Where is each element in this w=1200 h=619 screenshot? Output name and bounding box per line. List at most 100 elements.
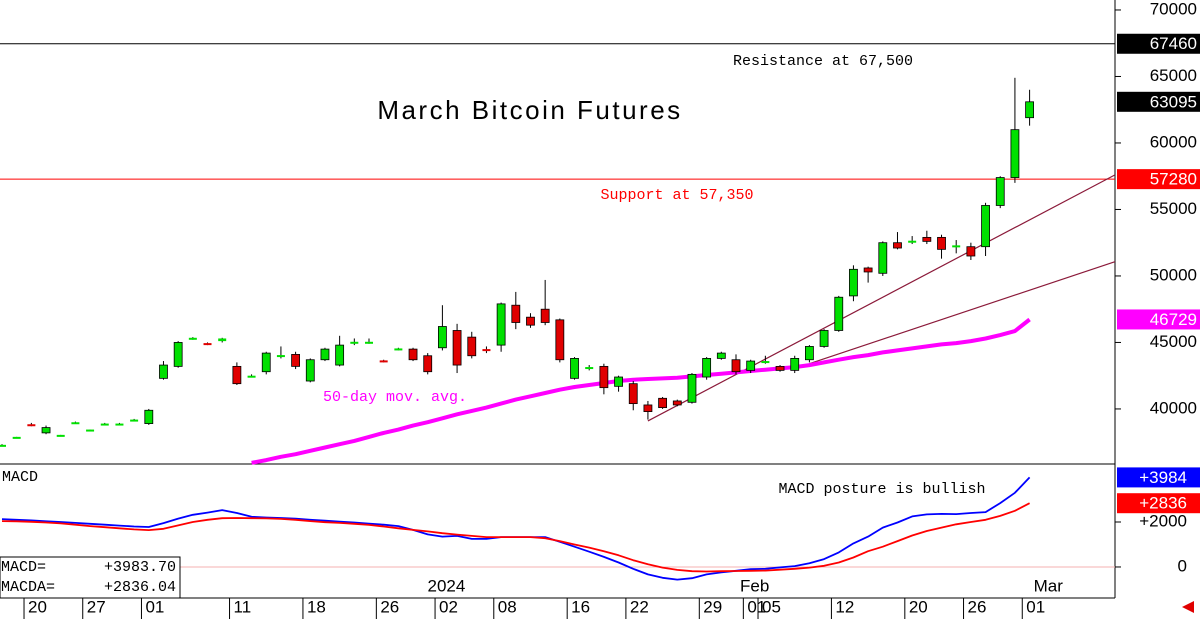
candle-body bbox=[12, 436, 21, 439]
y-tick-label: 60000 bbox=[1150, 132, 1197, 151]
candle-body bbox=[570, 358, 579, 379]
candle-body bbox=[423, 355, 433, 373]
macd-line bbox=[1, 502, 1031, 573]
ma-label: 50-day mov. avg. bbox=[323, 389, 467, 406]
candle-body bbox=[908, 240, 917, 243]
candle-body bbox=[482, 349, 491, 352]
candle-body bbox=[775, 365, 785, 371]
candle-body bbox=[863, 267, 873, 273]
x-tick-label: 01 bbox=[145, 597, 164, 616]
macd-box-label: +3984 bbox=[1139, 468, 1187, 487]
candle-body bbox=[379, 360, 388, 363]
legend-box bbox=[0, 556, 181, 599]
candle-body bbox=[71, 422, 80, 425]
candle-body bbox=[41, 427, 51, 434]
y-tick-label: 50000 bbox=[1150, 265, 1197, 284]
price-box-label: 63095 bbox=[1150, 92, 1197, 111]
candle-body bbox=[291, 354, 301, 367]
price-box-label: 46729 bbox=[1150, 310, 1197, 329]
price-box bbox=[1117, 33, 1200, 54]
candle-body bbox=[995, 177, 1005, 206]
candle-body bbox=[232, 365, 242, 385]
x-tick-label: 12 bbox=[835, 597, 854, 616]
x-tick-label: 01 bbox=[1026, 597, 1045, 616]
candle-body bbox=[130, 419, 139, 422]
candle-body bbox=[819, 330, 829, 347]
candle-body bbox=[805, 346, 814, 361]
candle-body bbox=[511, 304, 521, 323]
candle-body bbox=[56, 434, 65, 437]
y-tick-label: 65000 bbox=[1150, 66, 1197, 85]
x-tick-label: 22 bbox=[630, 597, 649, 616]
candle-body bbox=[937, 236, 946, 250]
candle-body bbox=[746, 360, 756, 371]
scroll-arrow[interactable] bbox=[1182, 601, 1194, 613]
x-tick-label: 02 bbox=[439, 597, 458, 616]
candle-body bbox=[0, 444, 6, 447]
x-tick-label: 16 bbox=[571, 597, 590, 616]
trendline bbox=[647, 174, 1116, 422]
x-tick-label: 20 bbox=[909, 597, 928, 616]
candle-body bbox=[173, 342, 183, 367]
legend-name: MACDA= bbox=[1, 579, 55, 596]
candle-body bbox=[599, 365, 609, 389]
chart-title: March Bitcoin Futures bbox=[377, 95, 682, 125]
candle-body bbox=[335, 344, 345, 366]
price-box-label: 67460 bbox=[1150, 34, 1197, 53]
period-label: Mar bbox=[1034, 576, 1064, 595]
macd-box bbox=[1117, 467, 1200, 488]
candle-body bbox=[247, 375, 256, 378]
trendline bbox=[809, 261, 1116, 365]
period-label: 2024 bbox=[427, 576, 465, 595]
moving-average bbox=[251, 317, 1031, 465]
y-tick-label: 45000 bbox=[1150, 332, 1197, 351]
macd-box bbox=[1117, 493, 1200, 514]
candle-body bbox=[716, 352, 726, 359]
x-tick-label: 18 bbox=[307, 597, 326, 616]
candle-body bbox=[952, 245, 961, 248]
y-tick-label: +2000 bbox=[1139, 511, 1187, 530]
resistance-label: Resistance at 67,500 bbox=[733, 53, 913, 70]
candle-body bbox=[966, 246, 976, 257]
candle-body bbox=[526, 316, 535, 326]
candle-body bbox=[350, 341, 359, 344]
candle-body bbox=[1025, 101, 1034, 119]
candle-body bbox=[702, 358, 712, 378]
candle-body bbox=[1010, 129, 1020, 178]
candle-body bbox=[203, 343, 212, 346]
legend-value: +3983.70 bbox=[104, 559, 176, 576]
x-tick-label: 11 bbox=[234, 597, 252, 616]
candle-body bbox=[86, 429, 95, 432]
candle-body bbox=[672, 400, 682, 406]
candle-body bbox=[276, 355, 285, 358]
candle-body bbox=[408, 348, 418, 361]
y-tick-label: 40000 bbox=[1150, 398, 1197, 417]
candle-body bbox=[893, 242, 902, 249]
x-tick-label: 05 bbox=[762, 597, 781, 616]
price-box bbox=[1117, 91, 1200, 112]
candle-body bbox=[878, 242, 888, 274]
x-tick-label: 08 bbox=[498, 597, 517, 616]
candle-body bbox=[761, 361, 770, 364]
x-tick-label: 26 bbox=[380, 597, 399, 616]
candle-body bbox=[555, 319, 565, 361]
x-tick-label: 20 bbox=[28, 597, 47, 616]
candle-body bbox=[320, 348, 330, 361]
candle-body bbox=[687, 373, 697, 403]
candle-body bbox=[540, 308, 550, 323]
candle-body bbox=[496, 303, 506, 346]
macd-box-label: +2836 bbox=[1139, 494, 1187, 513]
x-tick-label: 26 bbox=[968, 597, 987, 616]
candle-body bbox=[188, 337, 197, 340]
price-box bbox=[1117, 169, 1200, 190]
candle-body bbox=[585, 367, 594, 370]
candle-body bbox=[834, 296, 844, 331]
candle-body bbox=[394, 348, 403, 351]
candle-body bbox=[628, 383, 638, 405]
candle-body bbox=[452, 330, 462, 366]
candle-body bbox=[218, 338, 227, 342]
candle-body bbox=[305, 359, 315, 382]
candle-body bbox=[849, 268, 858, 297]
candle-body bbox=[658, 397, 667, 409]
